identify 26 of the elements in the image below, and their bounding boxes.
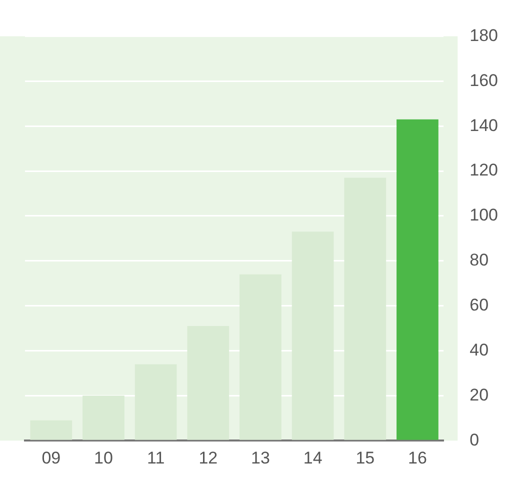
x-tick-label: 12 [198, 448, 218, 468]
x-tick-label: 11 [146, 448, 165, 468]
y-tick-label: 60 [470, 295, 489, 314]
x-tick-label: 14 [303, 448, 322, 468]
bar [396, 119, 438, 440]
x-tick-label: 09 [42, 448, 61, 468]
y-tick-label: 180 [470, 26, 498, 45]
x-tick-label: 15 [356, 448, 375, 468]
y-tick-label: 20 [470, 385, 489, 404]
bar [134, 364, 177, 440]
bar [240, 274, 282, 440]
bar [187, 326, 230, 440]
y-tick-label: 0 [470, 430, 480, 450]
x-tick-label: 13 [251, 448, 270, 468]
y-tick-label: 80 [470, 250, 489, 270]
x-tick-label: 16 [408, 448, 427, 468]
x-tick-label: 10 [94, 448, 113, 468]
y-tick-label: 100 [470, 206, 498, 225]
y-tick-label: 40 [470, 340, 489, 360]
bar [82, 396, 124, 440]
y-tick-label: 160 [470, 70, 498, 90]
bar [292, 232, 334, 440]
bar [344, 178, 386, 440]
y-tick-label: 140 [470, 116, 498, 135]
bar [30, 420, 72, 440]
y-tick-label: 120 [470, 160, 498, 180]
